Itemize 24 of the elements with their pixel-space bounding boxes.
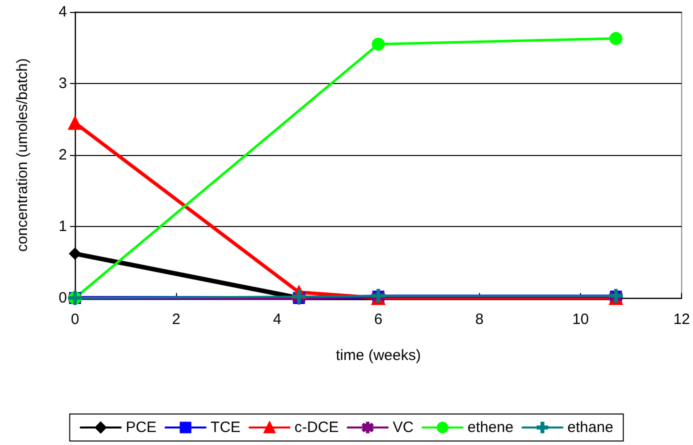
x-axis-title: time (weeks) [336,347,421,364]
y-tick-label: 3 [58,75,67,92]
point [609,32,622,45]
point [68,116,82,130]
point [69,248,81,260]
legend-label: ethane [567,419,614,436]
legend-label: TCE [210,419,241,436]
legend-label: PCE [126,419,157,436]
legend-label: VC [392,419,414,436]
legend-label: c-DCE [294,419,339,436]
y-tick-label: 0 [58,290,67,306]
x-tick-label: 0 [70,311,80,328]
x-tick-label: 2 [172,311,180,328]
x-tick-label: 12 [673,311,690,328]
x-tick-label: 8 [475,311,484,328]
x-tick-label: 10 [572,311,589,328]
x-tick-label: 4 [273,311,282,328]
legend-label: ethene [468,419,514,436]
point [372,38,385,51]
x-tick-label: 6 [374,311,382,328]
y-axis-title: concentration (umoles/batch) [14,58,31,252]
y-tick-label: 2 [58,146,67,164]
y-tick-label: 1 [58,218,67,235]
y-tick-label: 4 [58,4,67,20]
